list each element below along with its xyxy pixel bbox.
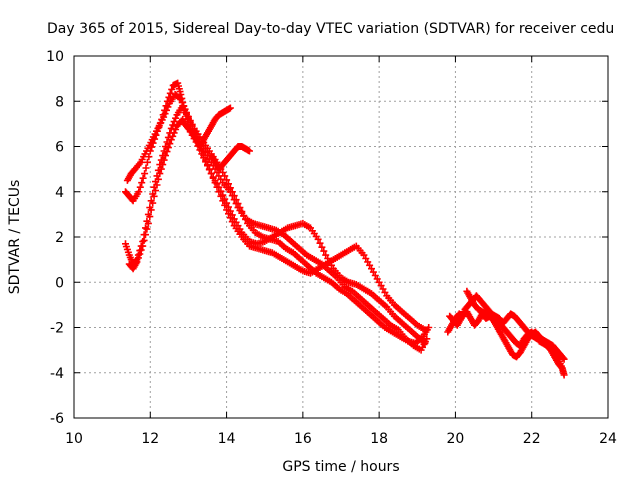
y-tick-labels: -6 -4 -2 0 2 4 6 8 10	[46, 49, 64, 427]
data-marks	[122, 79, 568, 379]
y-axis-label: SDTVAR / TECUs	[7, 180, 23, 295]
data-point-markers	[463, 287, 566, 372]
x-tick-label: 12	[141, 431, 159, 447]
y-tick-label: 0	[55, 275, 64, 291]
series-track-4	[125, 115, 429, 347]
series-track-3	[122, 102, 429, 334]
data-point-markers	[123, 91, 433, 347]
data-point-markers	[181, 104, 234, 150]
x-tick-label: 22	[523, 431, 541, 447]
y-tick-label: 2	[55, 230, 64, 246]
axis-ticks	[73, 55, 609, 419]
y-tick-label: -6	[50, 411, 64, 427]
y-tick-label: -4	[50, 366, 64, 382]
chart-title: Day 365 of 2015, Sidereal Day-to-day VTE…	[47, 21, 614, 37]
y-tick-label: -2	[50, 321, 64, 337]
grid-lines	[74, 56, 608, 418]
x-tick-label: 24	[599, 431, 617, 447]
data-point-markers	[125, 115, 429, 347]
x-tick-label: 10	[65, 431, 83, 447]
x-tick-label: 16	[294, 431, 312, 447]
x-tick-label: 20	[447, 431, 465, 447]
series-track-9	[463, 287, 566, 372]
y-tick-label: 4	[55, 185, 64, 201]
data-point-markers	[122, 102, 429, 334]
x-tick-label: 18	[370, 431, 388, 447]
y-tick-label: 10	[46, 49, 64, 65]
series-track-6	[207, 143, 253, 173]
y-tick-label: 8	[55, 94, 64, 110]
x-axis-label: GPS time / hours	[282, 459, 399, 475]
x-tick-label: 14	[218, 431, 236, 447]
data-point-markers	[122, 79, 431, 354]
series-track-5	[181, 104, 234, 150]
x-tick-labels: 10 12 14 16 18 20 22 24	[65, 431, 617, 447]
y-tick-label: 6	[55, 140, 64, 156]
series-track-1	[122, 79, 431, 354]
data-point-markers	[207, 143, 253, 173]
series-track-2	[123, 91, 433, 347]
